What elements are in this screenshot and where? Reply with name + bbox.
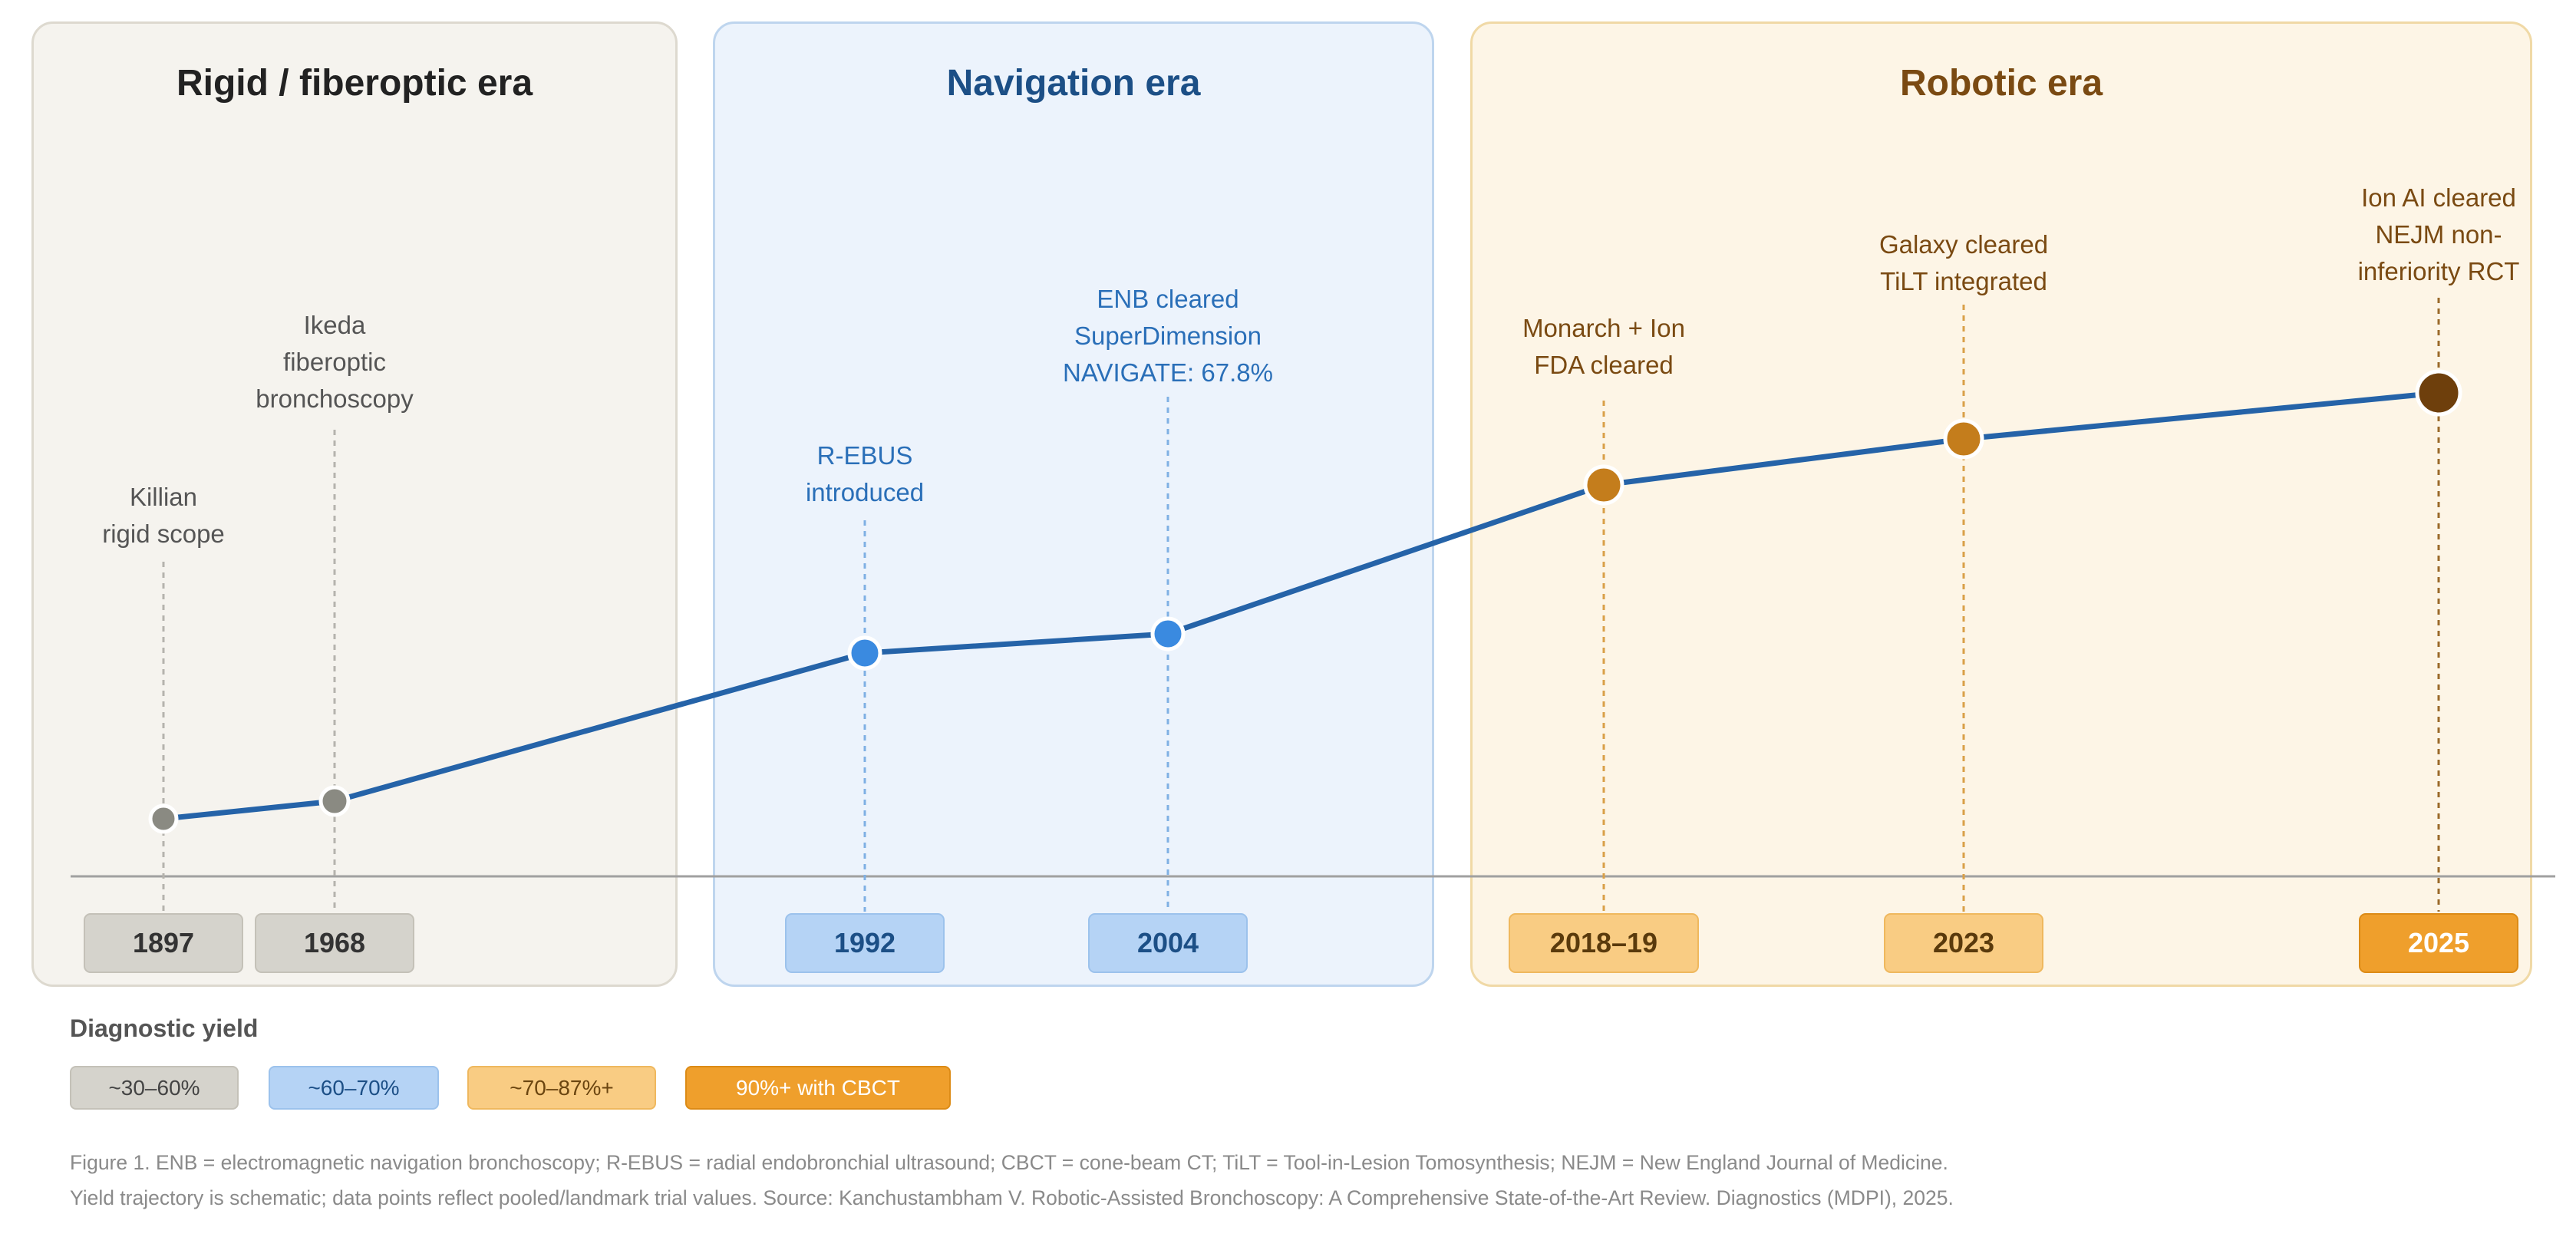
year-badge-2025: 2025: [2359, 913, 2518, 973]
year-badge-1968: 1968: [255, 913, 414, 973]
event-label-2023: Galaxy cleared TiLT integrated: [1878, 230, 2049, 295]
legend-chip-60-70: ~60–70%: [269, 1066, 439, 1110]
year-badge-2018-19: 2018–19: [1509, 913, 1699, 973]
year-badge-2004: 2004: [1088, 913, 1248, 973]
yield-trajectory-line: [160, 390, 2442, 822]
yield-point-2004: [1150, 616, 1186, 651]
era-title-rigid: Rigid / fiberoptic era: [176, 63, 533, 104]
yield-point-1897: [148, 803, 179, 834]
era-panel-navigation: Navigation era: [713, 21, 1434, 987]
era-panel-robotic: Robotic era: [1470, 21, 2532, 987]
yield-point-2023: [1943, 418, 1984, 460]
event-label-1897: Killian rigid scope: [102, 483, 225, 548]
yield-point-1968: [318, 785, 351, 817]
figure-caption-line-1: Figure 1. ENB = electromagnetic navigati…: [70, 1151, 1948, 1174]
event-label-1992: R-EBUS introduced: [805, 441, 925, 506]
year-badge-2023: 2023: [1884, 913, 2043, 973]
legend-chip-70-87: ~70–87%+: [467, 1066, 656, 1110]
event-label-2004: ENB cleared SuperDimension NAVIGATE: 67.8%: [1063, 285, 1273, 387]
yield-point-2018-19: [1583, 464, 1624, 506]
era-title-robotic: Robotic era: [1899, 63, 2103, 104]
event-label-2025: Ion AI cleared NEJM non-inferiority RCT: [2357, 183, 2520, 285]
legend-chip-30-60: ~30–60%: [70, 1066, 239, 1110]
event-label-2018-19: Monarch + Ion FDA cleared: [1522, 314, 1685, 379]
yield-point-2025: [2415, 369, 2462, 417]
legend-title: Diagnostic yield: [70, 1014, 259, 1042]
year-badge-1992: 1992: [785, 913, 945, 973]
legend-chip-90-cbct: 90%+ with CBCT: [685, 1066, 951, 1110]
figure-caption-line-2: Yield trajectory is schematic; data poin…: [70, 1186, 1954, 1209]
event-label-1968: Ikeda fiberoptic bronchoscopy: [256, 311, 414, 413]
year-badge-1897: 1897: [84, 913, 243, 973]
era-panel-rigid: Rigid / fiberoptic era: [31, 21, 678, 987]
era-title-navigation: Navigation era: [946, 63, 1201, 104]
yield-point-1992: [847, 635, 882, 671]
